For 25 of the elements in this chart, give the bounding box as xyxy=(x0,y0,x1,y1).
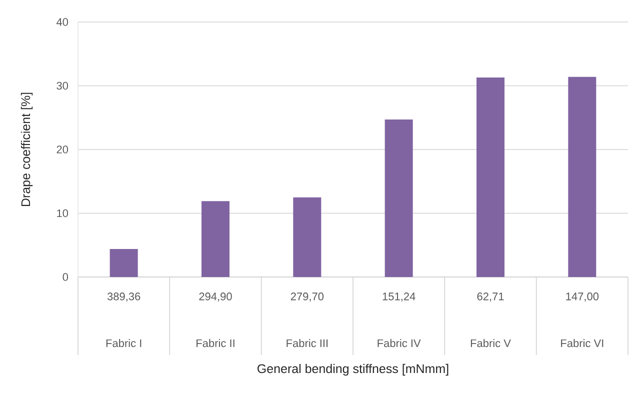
x-tick-label: 279,70 xyxy=(290,292,324,302)
y-tick-label: 30 xyxy=(56,82,68,90)
x-tick-label: 62,71 xyxy=(477,292,504,302)
text: Fabric I xyxy=(106,339,142,348)
bar xyxy=(293,197,322,277)
x-tick-label: 294,90 xyxy=(199,292,232,302)
y-axis-title: Drape coefficient [%] xyxy=(20,92,33,206)
y-tick-label: 20 xyxy=(56,146,68,154)
bar xyxy=(476,77,504,277)
x-tick-label: 151,24 xyxy=(382,292,416,302)
bar xyxy=(202,201,230,277)
text: Fabric V xyxy=(470,339,511,348)
y-tick-label: 0 xyxy=(62,273,68,281)
bar xyxy=(110,248,138,277)
bar xyxy=(568,76,596,277)
text: Fabric III xyxy=(286,339,328,348)
x-tick-label: 389,36 xyxy=(107,292,140,302)
text: Fabric VI xyxy=(561,339,604,348)
y-tick-label: 40 xyxy=(56,18,68,26)
bar xyxy=(384,120,413,277)
y-tick-label: 10 xyxy=(57,209,68,218)
text: Fabric II xyxy=(196,339,234,348)
text: Fabric IV xyxy=(378,339,421,348)
x-tick-label: 147,00 xyxy=(566,292,599,302)
x-axis-title: General bending stiffness [mNmm] xyxy=(258,364,448,376)
